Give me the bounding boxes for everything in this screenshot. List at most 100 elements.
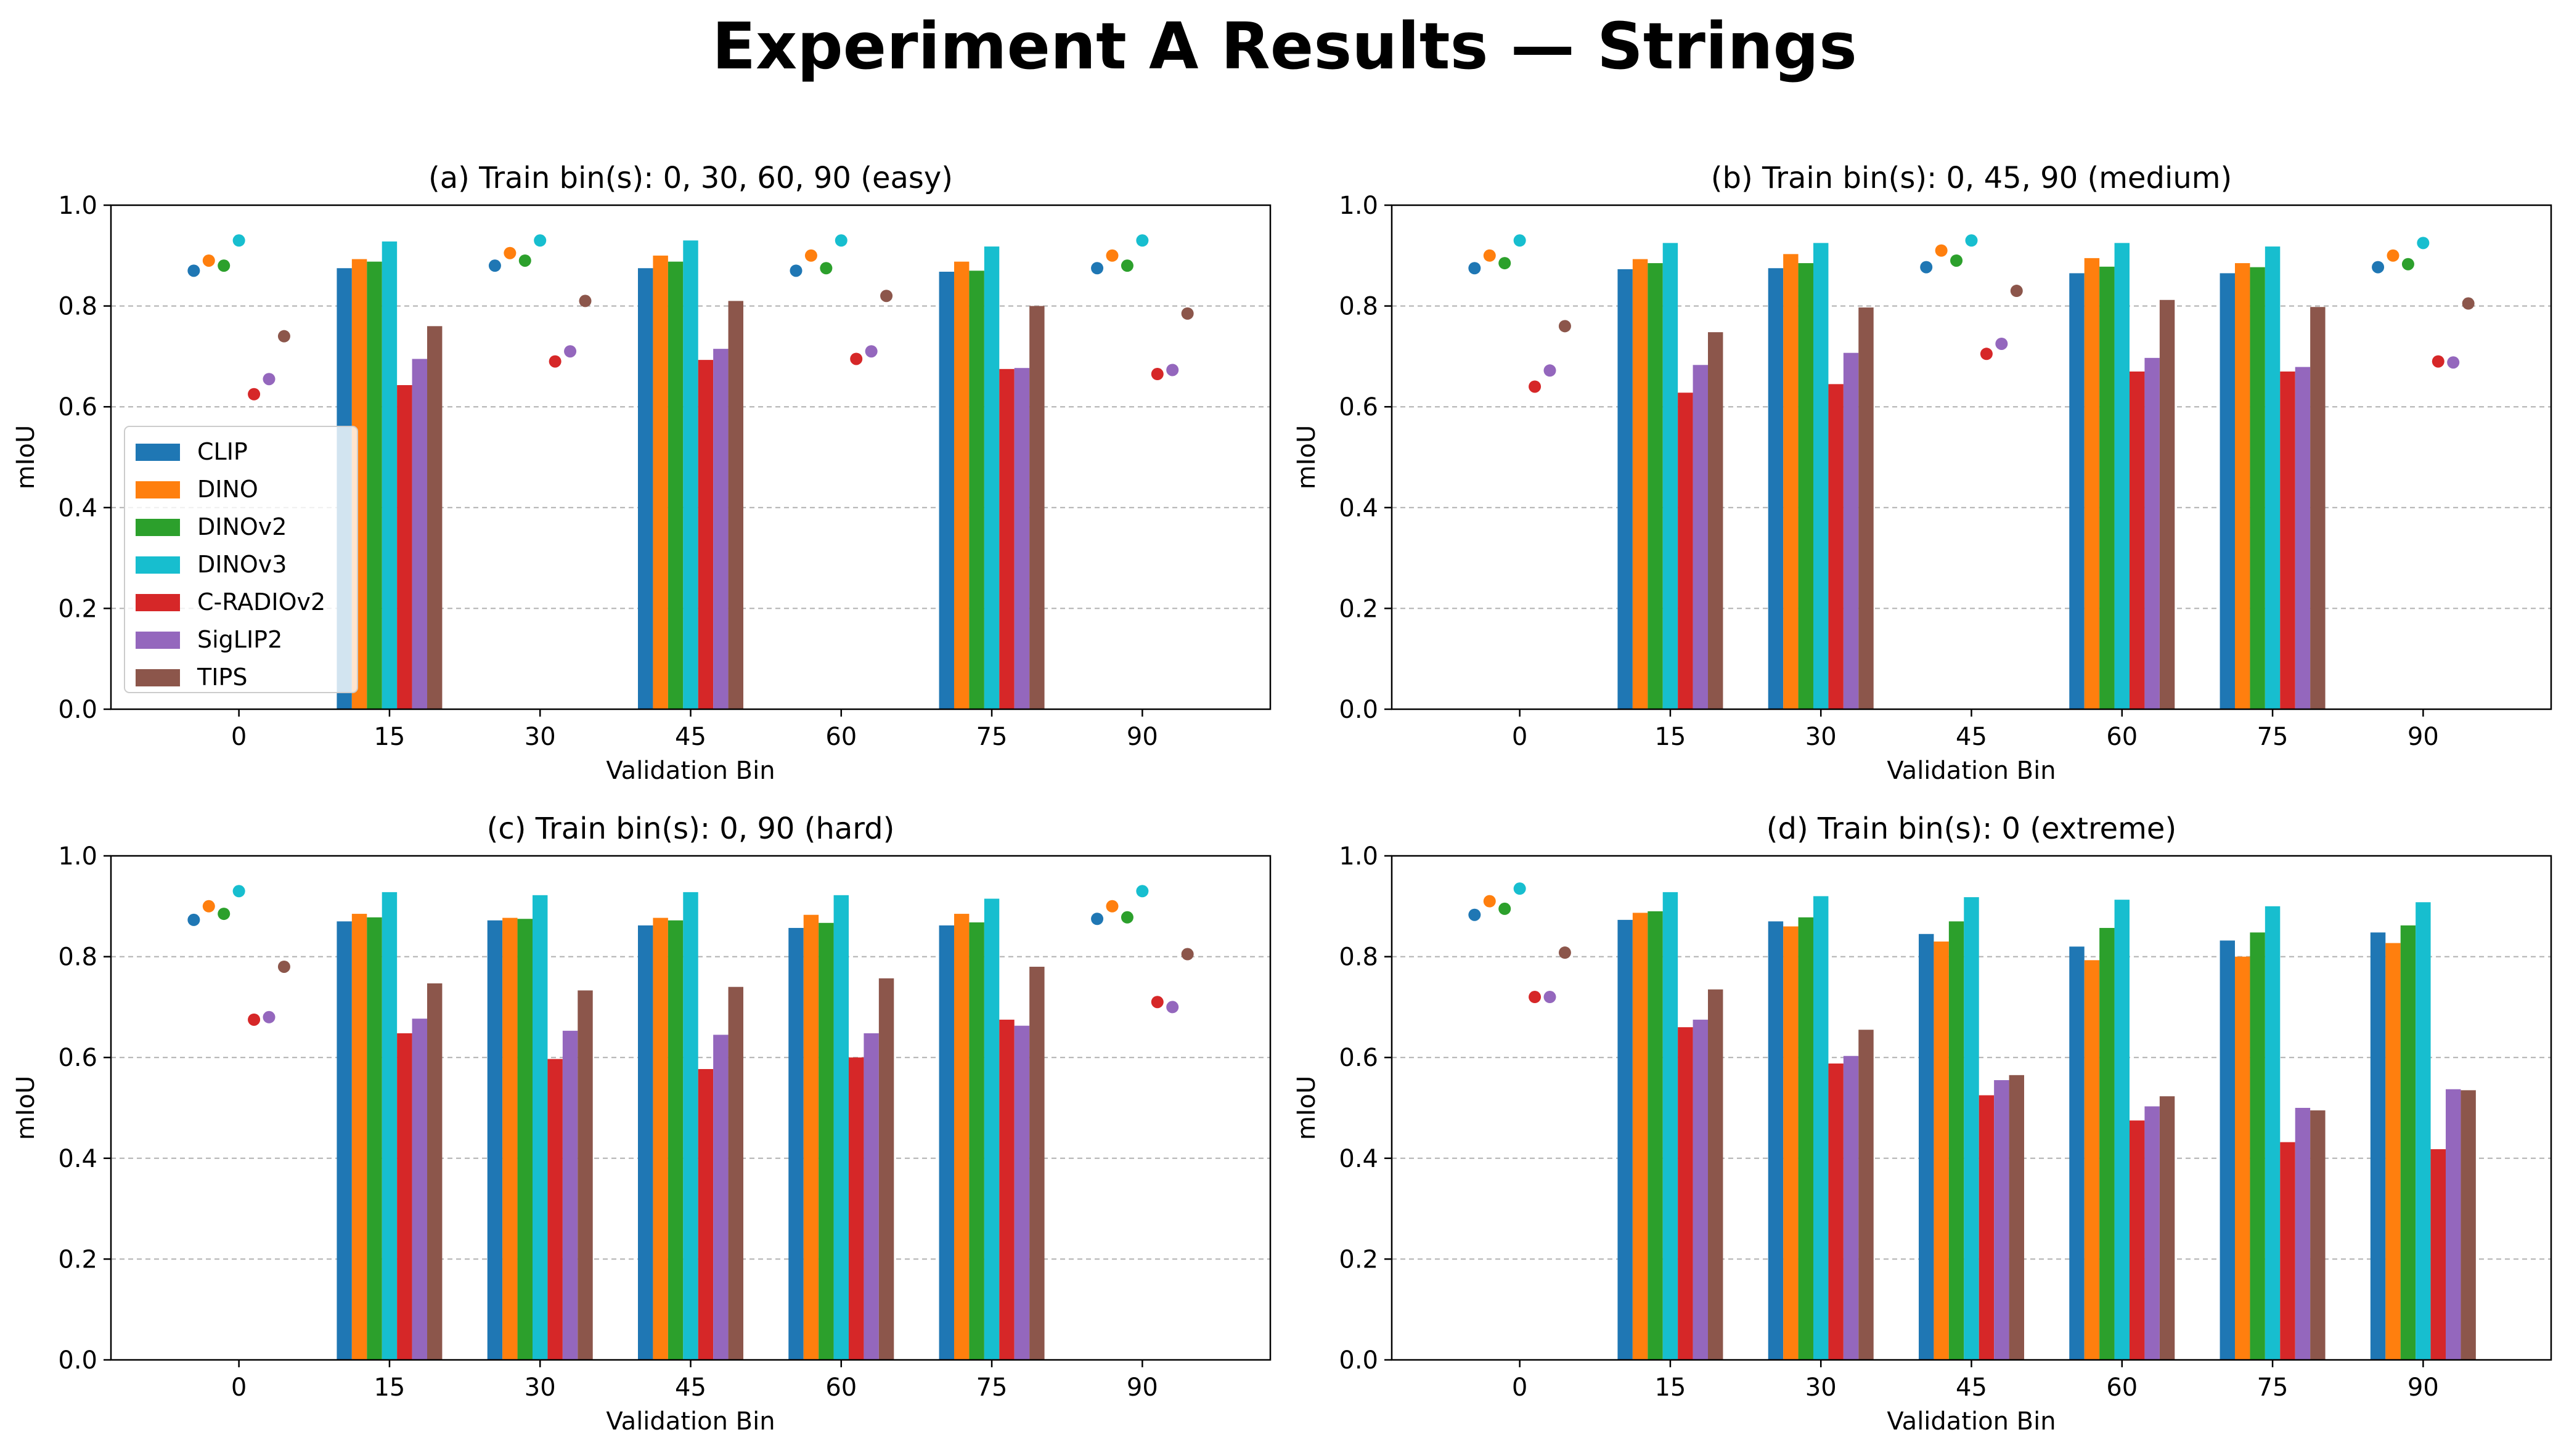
bar-dino: [1632, 913, 1648, 1360]
y-tick-label: 1.0: [1339, 192, 1378, 220]
bar-tips: [2310, 307, 2326, 710]
train-point-dino: [1483, 895, 1496, 908]
train-point-dinov3: [1136, 885, 1149, 898]
x-tick-label: 60: [2106, 1373, 2138, 1402]
bar-dino: [351, 914, 367, 1360]
bar-siglip2: [864, 1033, 879, 1360]
x-axis-label: Validation Bin: [606, 1407, 775, 1436]
train-point-clip: [1920, 261, 1933, 274]
bar-dinov3: [1662, 892, 1678, 1360]
x-tick-label: 0: [1512, 723, 1527, 751]
train-point-dinov2: [218, 259, 231, 272]
train-point-dinov3: [232, 885, 245, 898]
y-tick-label: 0.2: [1339, 1245, 1378, 1274]
legend-swatch-tips: [136, 669, 180, 686]
train-point-tips: [2010, 285, 2023, 298]
bar-clip: [939, 271, 954, 709]
bar-dino: [2235, 263, 2250, 709]
train-point-clip: [1091, 262, 1104, 275]
train-point-dinov3: [1965, 234, 1978, 247]
y-tick-label: 0.4: [58, 1145, 97, 1173]
x-tick-label: 45: [675, 723, 706, 751]
bar-clip: [2220, 940, 2235, 1360]
train-point-dinov3: [2417, 237, 2430, 250]
bar-clip: [788, 927, 804, 1360]
bar-c-radiov2: [547, 1059, 563, 1360]
bar-dinov2: [2400, 925, 2416, 1360]
y-axis-label: mIoU: [12, 425, 40, 490]
bar-clip: [1617, 269, 1633, 709]
bar-dinov3: [2114, 243, 2130, 710]
bar-clip: [487, 920, 503, 1360]
bar-siglip2: [2446, 1089, 2461, 1360]
axes-frame: [1391, 204, 2552, 710]
bar-siglip2: [2295, 1108, 2311, 1360]
y-tick-label: 1.0: [58, 192, 97, 220]
x-tick-label: 75: [2257, 723, 2289, 751]
train-point-siglip2: [1543, 364, 1556, 377]
y-tick-label: 0.2: [1339, 595, 1378, 623]
y-tick-label: 0.0: [1339, 1346, 1378, 1375]
bar-dinov2: [969, 922, 984, 1360]
train-point-c-radiov2: [1151, 368, 1164, 381]
x-tick-label: 45: [1956, 723, 1987, 751]
panel-title: (b) Train bin(s): 0, 45, 90 (medium): [1711, 161, 2232, 195]
y-tick-label: 0.8: [1339, 293, 1378, 321]
bar-dinov3: [1813, 243, 1829, 710]
x-tick-label: 90: [2408, 1373, 2439, 1402]
train-point-siglip2: [564, 345, 577, 358]
bar-siglip2: [1693, 1019, 1708, 1360]
x-tick-label: 75: [976, 723, 1008, 751]
bar-tips: [1029, 306, 1045, 710]
figure-title: Experiment A Results — Strings: [712, 9, 1857, 84]
bar-siglip2: [1843, 352, 1859, 709]
x-tick-label: 90: [2408, 723, 2439, 751]
bar-dino: [653, 255, 668, 709]
bar-c-radiov2: [1828, 384, 1844, 709]
x-tick-label: 45: [675, 1373, 706, 1402]
train-point-c-radiov2: [549, 355, 562, 368]
train-point-dinov2: [218, 908, 231, 921]
bar-dino: [2084, 960, 2100, 1360]
bar-dino: [2385, 943, 2401, 1360]
axes-frame: [110, 204, 1272, 710]
bar-c-radiov2: [999, 1019, 1015, 1360]
legend-label: C-RADIOv2: [197, 588, 325, 616]
train-point-tips: [579, 295, 592, 307]
bar-siglip2: [713, 349, 729, 709]
bar-dinov2: [1648, 911, 1663, 1360]
bar-dinov2: [1798, 263, 1813, 709]
bar-dinov2: [517, 919, 533, 1360]
train-point-tips: [880, 290, 893, 303]
legend-swatch-siglip2: [136, 632, 180, 649]
legend-swatch-clip: [136, 444, 180, 461]
train-point-siglip2: [1166, 1001, 1179, 1014]
legend-swatch-dinov3: [136, 556, 180, 574]
bar-tips: [1029, 966, 1045, 1360]
bar-tips: [1708, 332, 1723, 709]
x-tick-label: 60: [825, 723, 857, 751]
bar-tips: [427, 326, 443, 709]
y-tick-label: 0.0: [58, 696, 97, 724]
train-point-siglip2: [263, 1011, 276, 1023]
train-point-c-radiov2: [1529, 380, 1542, 393]
chart-panel-a: 0.0 0.2 0.4 0.6 0.8 1.0 0 15 30 45 60 75 90 (a) Train…: [12, 161, 1272, 785]
bar-tips: [1858, 1030, 1874, 1360]
x-tick-label: 0: [1512, 1373, 1527, 1402]
train-point-tips: [1558, 946, 1571, 959]
train-point-dinov3: [1513, 882, 1526, 895]
y-tick-label: 0.4: [1339, 1145, 1378, 1173]
legend-label: TIPS: [197, 664, 247, 691]
train-point-tips: [1181, 307, 1194, 320]
bar-dinov3: [683, 240, 698, 709]
train-point-c-radiov2: [1151, 996, 1164, 1009]
x-tick-label: 60: [825, 1373, 857, 1402]
train-point-dinov2: [518, 254, 531, 267]
bar-c-radiov2: [2280, 1142, 2295, 1360]
bar-dinov2: [1948, 921, 1964, 1360]
bar-dinov2: [367, 261, 382, 710]
train-point-siglip2: [1995, 337, 2008, 350]
bar-clip: [1617, 919, 1633, 1360]
bar-c-radiov2: [698, 1069, 714, 1360]
